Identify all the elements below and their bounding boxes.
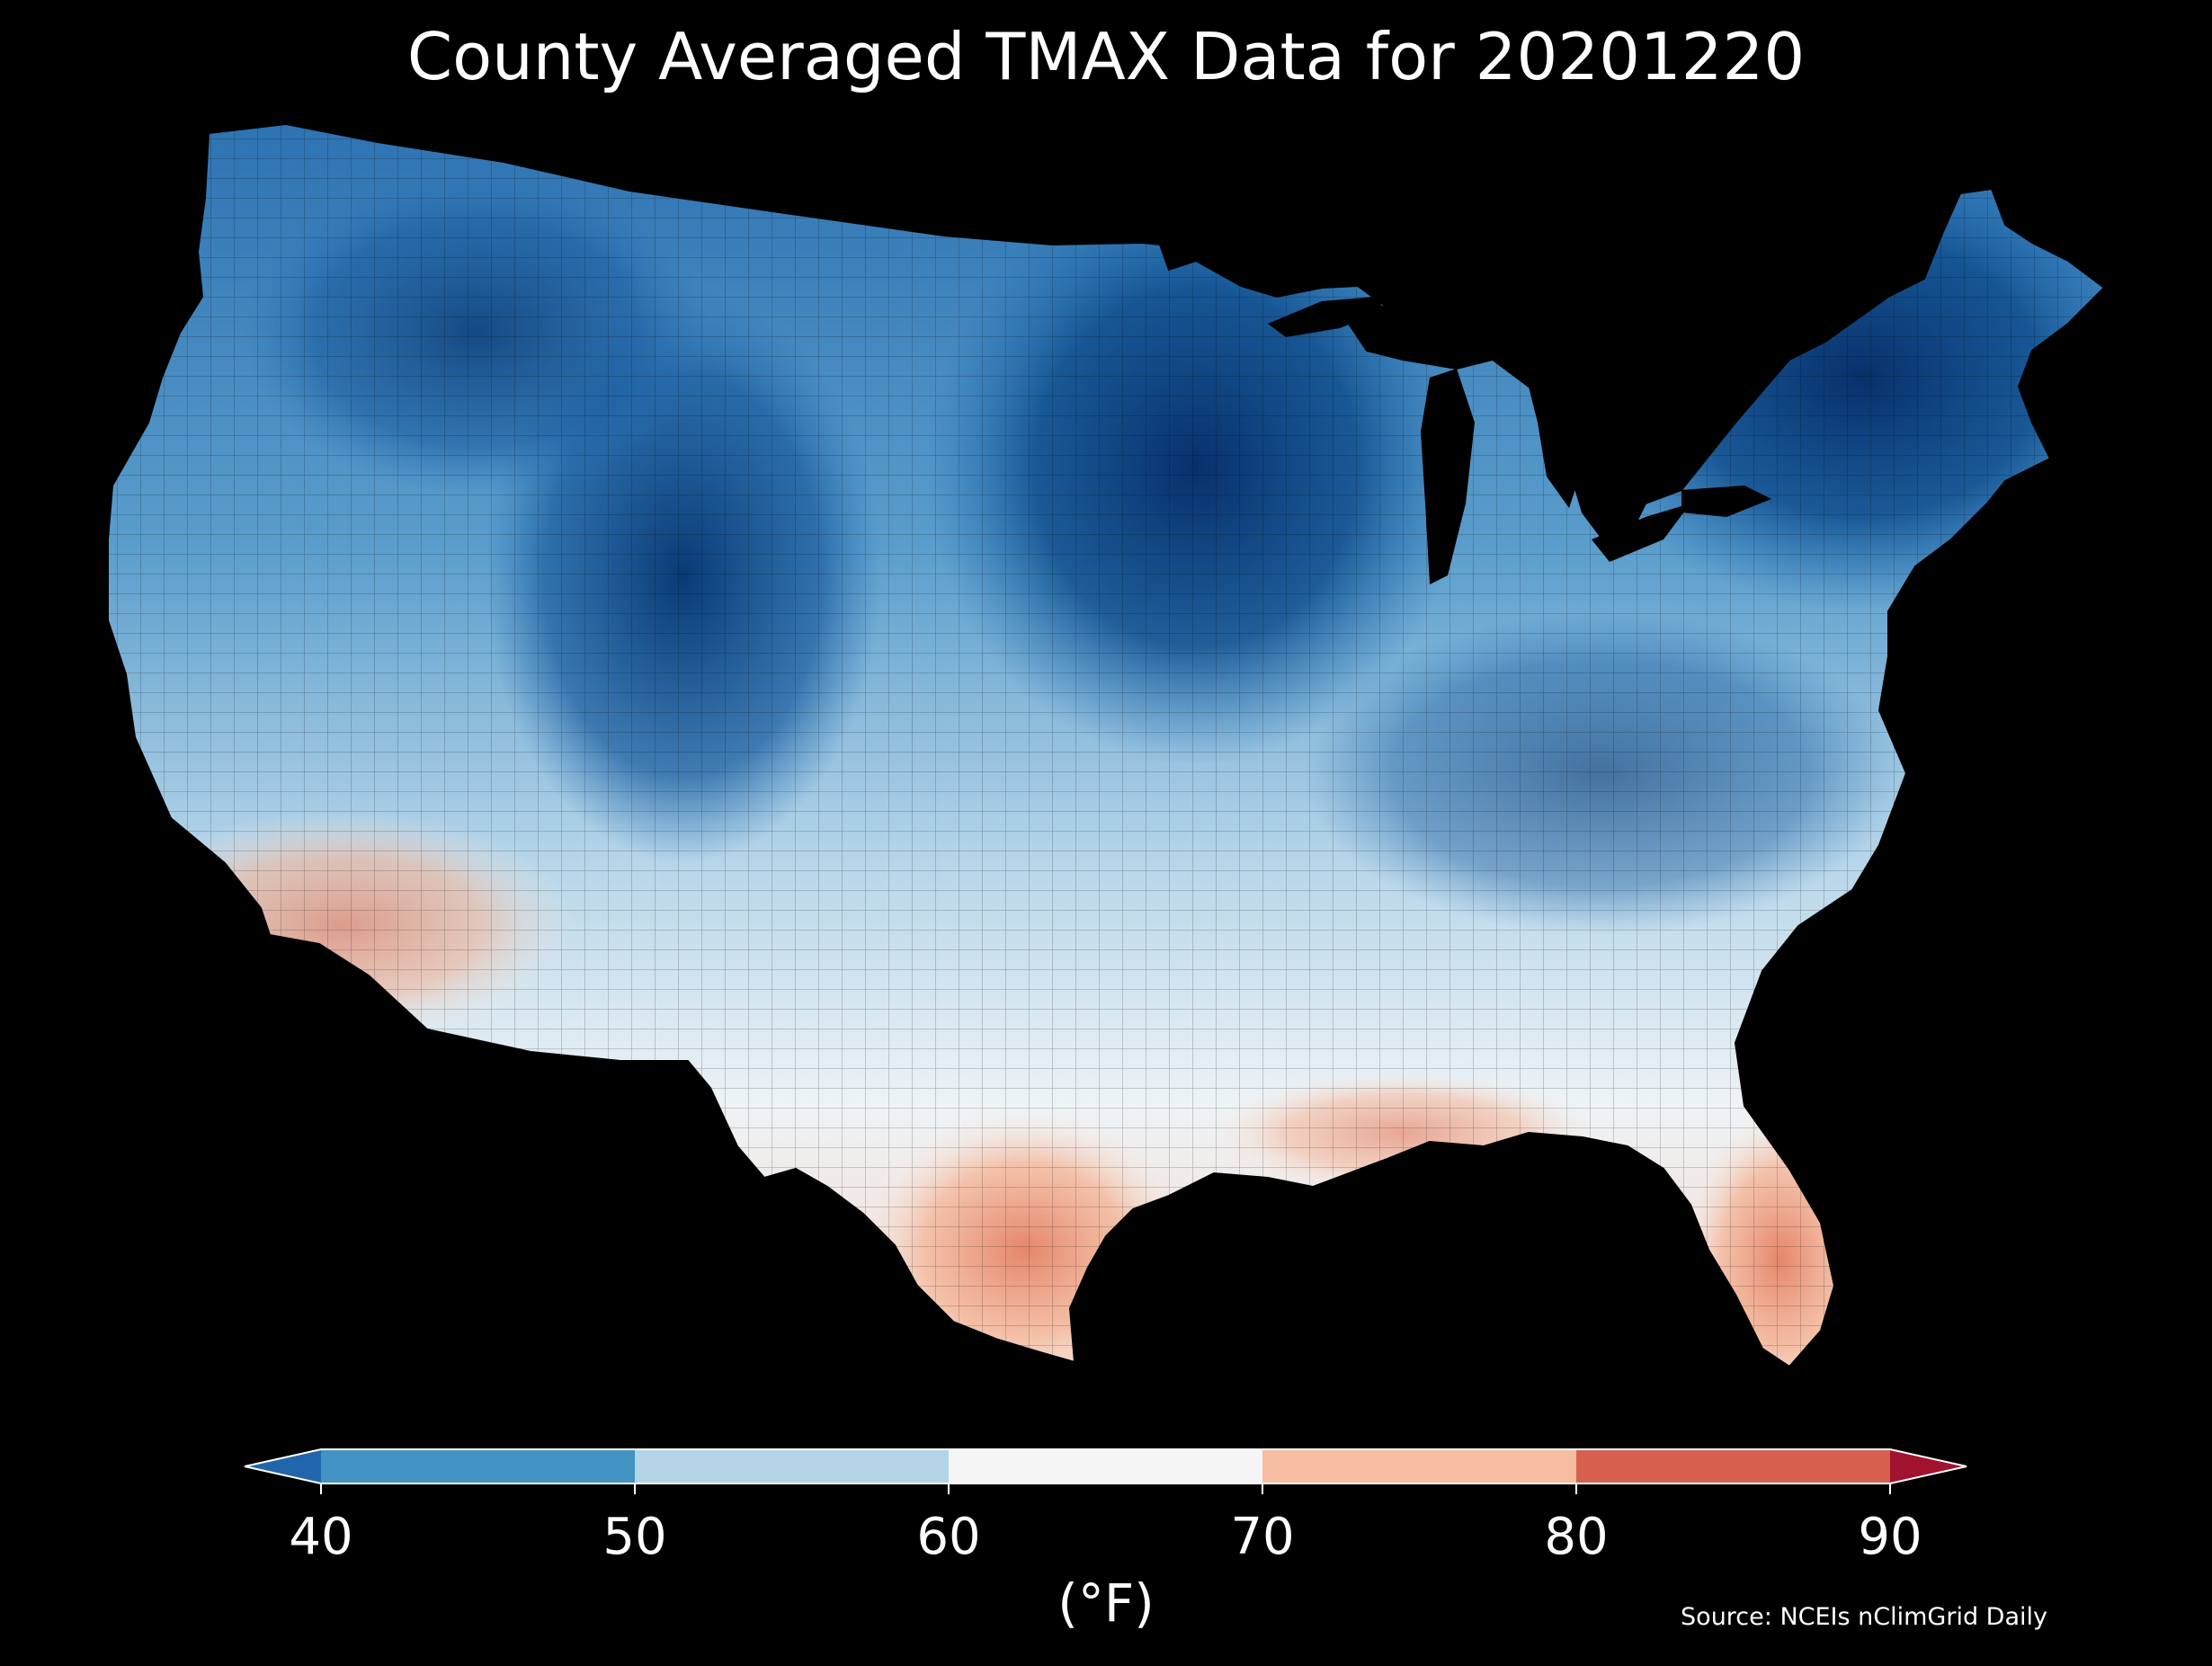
colorbar: 40 50 60 70 80 90 xyxy=(244,1448,1967,1566)
colorbar-bin xyxy=(1262,1449,1576,1483)
colorbar-bin xyxy=(949,1449,1262,1483)
colorbar-tick-label: 80 xyxy=(1544,1508,1608,1566)
map-title: County Averaged TMAX Data for 20201220 xyxy=(406,19,1806,94)
us-outline xyxy=(107,122,2106,1368)
county-fill-layer xyxy=(108,124,2104,1367)
source-credit: Source: NCEIs nClimGrid Daily xyxy=(1681,1603,2047,1631)
great-lakes xyxy=(1268,297,1771,584)
colorbar-unit-label: (°F) xyxy=(1057,1572,1155,1634)
colorbar-bin xyxy=(1576,1449,1890,1483)
colorbar-tick-label: 50 xyxy=(602,1508,666,1566)
colorbar-bin xyxy=(635,1449,949,1483)
colorbar-tick-label: 60 xyxy=(916,1508,980,1566)
colorbar-extend-low xyxy=(245,1449,321,1483)
colorbar-extend-high xyxy=(1890,1449,1967,1483)
colorbar-tick-label: 70 xyxy=(1230,1508,1294,1566)
colorbar-bin xyxy=(321,1449,635,1483)
colorbar-tick-label: 90 xyxy=(1858,1508,1922,1566)
colorbar-tick-label: 40 xyxy=(289,1508,352,1566)
us-county-map xyxy=(107,122,2106,1368)
